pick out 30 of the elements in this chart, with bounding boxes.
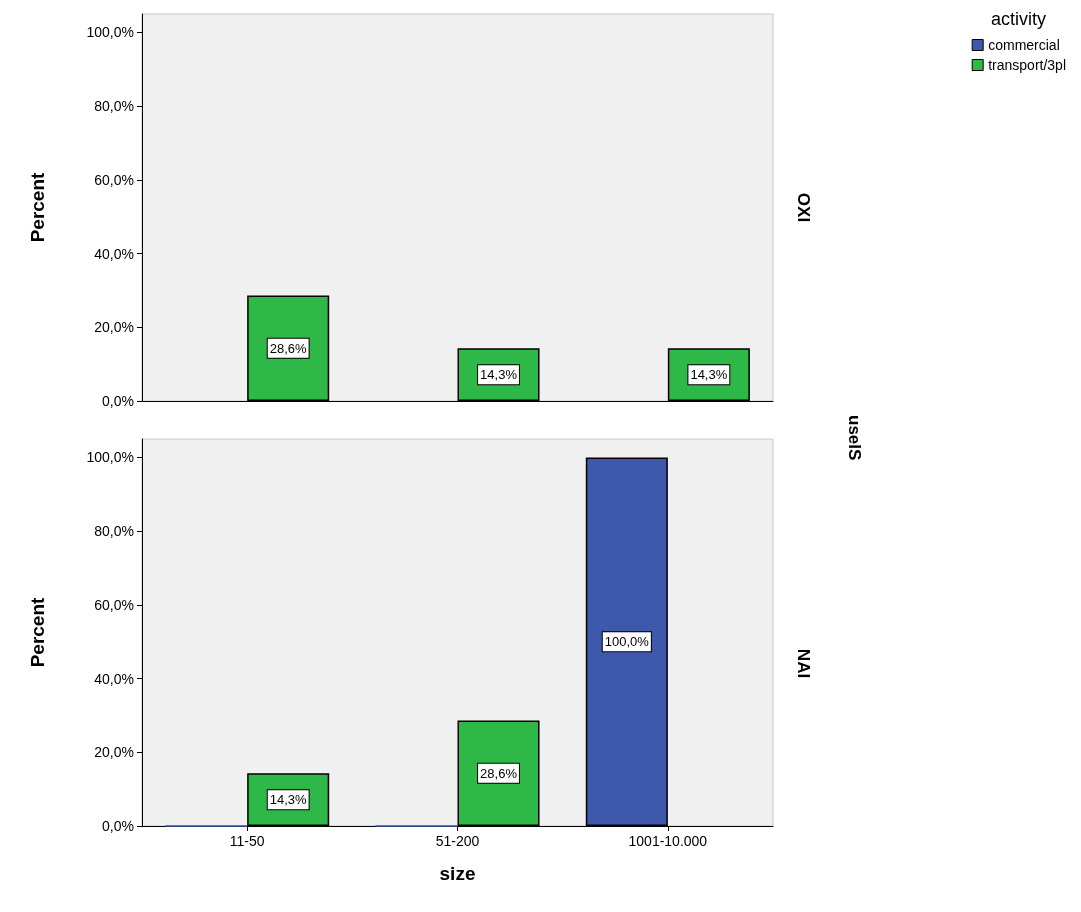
- y-tick-label: 20,0%: [94, 744, 134, 761]
- data-label: 14,3%: [269, 792, 308, 808]
- y-tick-label: 100,0%: [86, 449, 134, 466]
- y-tick-label: 60,0%: [94, 596, 134, 613]
- y-tick-label: 80,0%: [94, 523, 134, 540]
- x-axis-title: size: [439, 863, 476, 884]
- legend-label: transport/3pl: [988, 57, 1067, 73]
- y-tick-label: 0,0%: [102, 818, 134, 834]
- legend-label: commercial: [988, 37, 1060, 53]
- y-tick-label: 40,0%: [94, 670, 134, 687]
- y-tick-label: 20,0%: [94, 319, 134, 336]
- x-tick-label: 1001-10.000: [628, 833, 708, 849]
- text: useIS: [845, 415, 864, 461]
- y2-axis-title: NAI: [794, 648, 813, 679]
- y-tick-label: 100,0%: [86, 24, 134, 41]
- data-label: 14,3%: [480, 367, 518, 383]
- data-label: 100,0%: [604, 634, 650, 650]
- y-tick-label: 60,0%: [94, 171, 134, 188]
- y2-axis-title: OXI: [794, 192, 813, 223]
- y-axis-title: Percent: [27, 596, 48, 668]
- legend-title: activity: [990, 9, 1046, 29]
- data-label: 28,6%: [480, 765, 518, 781]
- data-label: 14,3%: [690, 367, 728, 383]
- x-tick-label: 11-50: [229, 833, 265, 849]
- y-axis-title: Percent: [27, 171, 48, 243]
- x-tick-label: 51-200: [435, 833, 480, 849]
- data-label: 28,6%: [269, 340, 308, 356]
- y-tick-label: 0,0%: [102, 393, 134, 409]
- y-tick-label: 80,0%: [94, 98, 134, 115]
- y-tick-label: 40,0%: [94, 245, 134, 262]
